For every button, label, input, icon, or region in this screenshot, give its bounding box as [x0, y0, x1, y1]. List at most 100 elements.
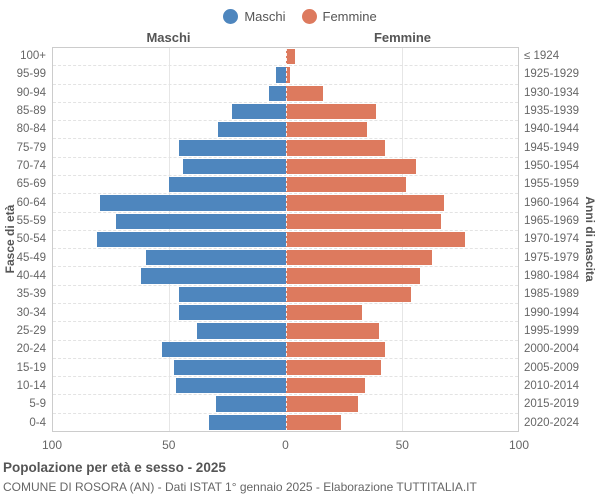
- birth-year-label: 1975-1979: [524, 251, 579, 264]
- age-group-label: 45-49: [16, 251, 46, 264]
- male-bar-20-24: [162, 341, 286, 357]
- female-bar-75-79: [285, 140, 386, 156]
- age-group-label: 25-29: [16, 325, 46, 338]
- birth-year-label: 1930-1934: [524, 86, 579, 99]
- female-bar-20-24: [285, 341, 386, 357]
- female-bar-40-44: [285, 268, 421, 284]
- age-group-label: 50-54: [16, 233, 46, 246]
- x-axis-tick: 100: [508, 438, 530, 452]
- pyramid-row: [53, 249, 518, 268]
- age-group-label: 80-84: [16, 123, 46, 136]
- female-bar-5-9: [285, 396, 358, 412]
- female-bar-60-64: [285, 195, 444, 211]
- center-axis-line: [285, 48, 287, 431]
- x-axis-tick: 0: [282, 438, 289, 452]
- femmine-legend-dot-icon: [301, 9, 317, 24]
- legend-item-maschi[interactable]: Maschi: [223, 9, 286, 24]
- male-bar-25-29: [197, 323, 286, 339]
- age-group-label: 100+: [20, 50, 46, 63]
- birth-year-labels: ≤ 1924 1925-1929 1930-1934 1935-1939 1940-19…: [524, 47, 598, 432]
- female-bar-0-4: [285, 414, 342, 430]
- age-group-label: 20-24: [16, 343, 46, 356]
- female-bar-25-29: [285, 323, 379, 339]
- chart-source-caption: COMUNE DI ROSORA (AN) - Dati ISTAT 1° ge…: [3, 480, 477, 494]
- male-bar-10-14: [176, 378, 286, 394]
- legend-femmine-label: Femmine: [322, 9, 377, 24]
- birth-year-label: 1935-1939: [524, 105, 579, 118]
- female-bar-95-99: [285, 67, 291, 83]
- female-bar-65-69: [285, 176, 407, 193]
- birth-year-label: 1945-1949: [524, 141, 579, 154]
- male-bar-5-9: [215, 396, 286, 412]
- age-group-label: 15-19: [16, 361, 46, 374]
- male-bar-15-19: [173, 359, 286, 376]
- birth-year-label: 2010-2014: [524, 380, 579, 393]
- age-group-label: 0-4: [29, 416, 46, 429]
- male-bar-70-74: [183, 158, 286, 174]
- birth-year-label: 1950-1954: [524, 160, 579, 173]
- birth-year-label: 1940-1944: [524, 123, 579, 136]
- female-bar-30-34: [285, 304, 363, 321]
- legend-maschi-label: Maschi: [244, 9, 286, 24]
- birth-year-label: 1985-1989: [524, 288, 579, 301]
- female-bar-45-49: [285, 250, 432, 266]
- female-bar-80-84: [285, 122, 367, 138]
- birth-year-label: 1925-1929: [524, 68, 579, 81]
- male-bar-30-34: [178, 304, 286, 321]
- female-bar-55-59: [285, 213, 442, 229]
- birth-year-label: 2015-2019: [524, 398, 579, 411]
- female-bar-85-89: [285, 103, 377, 120]
- male-bar-35-39: [178, 286, 286, 302]
- female-bar-90-94: [285, 85, 323, 101]
- age-group-labels: 100+ 95-99 90-94 85-89 80-84 75-79 70-74 65-69 6…: [0, 47, 46, 432]
- age-group-label: 55-59: [16, 215, 46, 228]
- female-bar-10-14: [285, 378, 365, 394]
- birth-year-label: 1970-1974: [524, 233, 579, 246]
- male-bar-55-59: [115, 213, 286, 229]
- male-bar-85-89: [232, 103, 286, 120]
- female-bar-100+: [285, 49, 295, 65]
- birth-year-label: 1995-1999: [524, 325, 579, 338]
- age-group-label: 85-89: [16, 105, 46, 118]
- birth-year-label: 1980-1984: [524, 270, 579, 283]
- male-column-header: Maschi: [146, 30, 191, 45]
- age-group-label: 5-9: [29, 398, 46, 411]
- male-bar-65-69: [169, 176, 286, 193]
- legend-item-femmine[interactable]: Femmine: [301, 9, 377, 24]
- male-bar-50-54: [97, 231, 286, 248]
- age-group-label: 70-74: [16, 160, 46, 173]
- age-group-label: 60-64: [16, 196, 46, 209]
- birth-year-label: 2020-2024: [524, 416, 579, 429]
- birth-year-label: 1965-1969: [524, 215, 579, 228]
- x-axis-ticks: 100 50 0 50 100: [42, 438, 529, 453]
- male-bar-45-49: [146, 250, 286, 266]
- birth-year-label: 2005-2009: [524, 361, 579, 374]
- birth-year-label: 1960-1964: [524, 196, 579, 209]
- x-axis-tick: 50: [395, 438, 409, 452]
- x-axis-tick: 50: [162, 438, 176, 452]
- age-group-label: 40-44: [16, 270, 46, 283]
- age-group-label: 90-94: [16, 86, 46, 99]
- female-column-header: Femmine: [373, 30, 432, 45]
- chart-legend: Maschi Femmine: [0, 9, 600, 24]
- x-axis-tick: 100: [41, 438, 63, 452]
- male-bar-90-94: [269, 85, 286, 101]
- female-bar-70-74: [285, 158, 416, 174]
- age-group-label: 95-99: [16, 68, 46, 81]
- male-bar-95-99: [276, 67, 286, 83]
- male-bar-80-84: [218, 122, 286, 138]
- age-group-label: 65-69: [16, 178, 46, 191]
- male-bar-40-44: [141, 268, 286, 284]
- birth-year-label: 1990-1994: [524, 306, 579, 319]
- pyramid-row: [53, 414, 518, 431]
- female-bar-35-39: [285, 286, 412, 302]
- female-bar-15-19: [285, 359, 381, 376]
- plot-area: [52, 47, 519, 432]
- age-group-label: 75-79: [16, 141, 46, 154]
- age-group-label: 10-14: [16, 380, 46, 393]
- age-group-label: 30-34: [16, 306, 46, 319]
- male-bar-60-64: [99, 195, 286, 211]
- maschi-legend-dot-icon: [223, 9, 239, 24]
- male-bar-75-79: [178, 140, 286, 156]
